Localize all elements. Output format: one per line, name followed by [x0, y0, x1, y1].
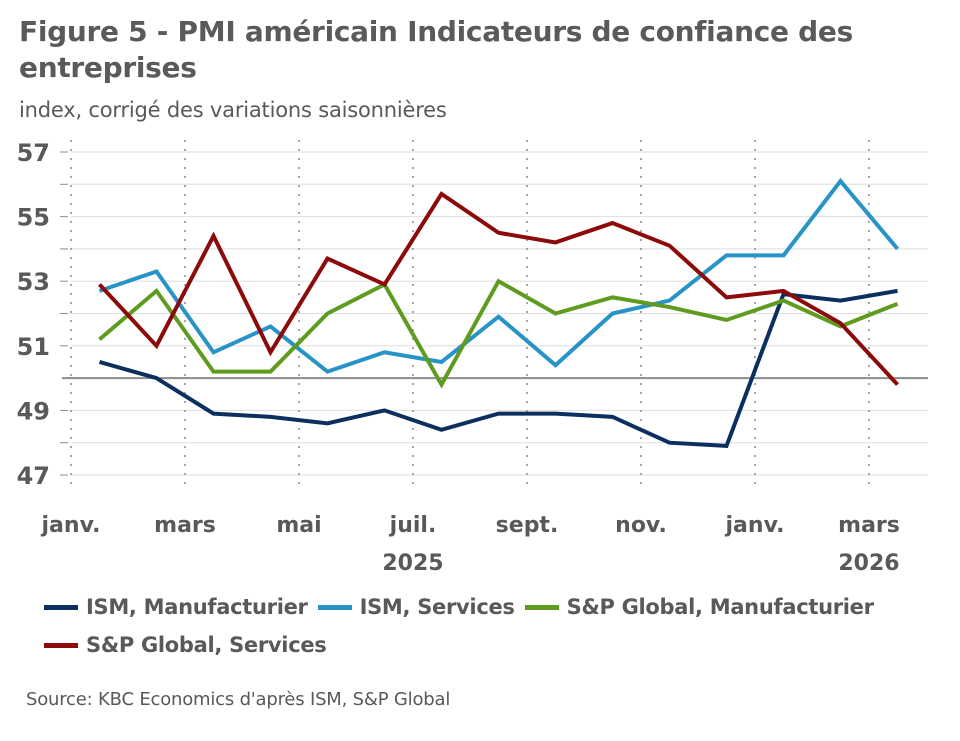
x-axis-ticks: janv. mars mai juil. sept. nov. janv. mars 2025 2…	[41, 513, 900, 576]
x-tick-label: juil.	[389, 513, 437, 538]
month-separators	[70, 140, 870, 490]
legend-label: ISM, Services	[359, 595, 515, 619]
y-tick-label: 51	[17, 333, 50, 361]
x-tick-label: mars	[838, 513, 900, 538]
y-axis-ticks: 57 55 53 51 49 47	[17, 139, 50, 490]
legend-item: S&P Global, Services	[44, 626, 327, 664]
x-tick-label: janv.	[41, 513, 101, 538]
legend-swatch	[317, 604, 352, 610]
legend-swatch	[44, 604, 78, 610]
legend-item: ISM, Services	[317, 588, 515, 626]
legend-item: ISM, Manufacturier	[44, 588, 308, 626]
x-tick-label: janv.	[725, 513, 785, 538]
x-year-label: 2026	[838, 551, 899, 576]
x-tick-label: mars	[154, 513, 216, 538]
legend-swatch	[44, 642, 78, 648]
y-tick-label: 49	[17, 397, 50, 425]
series-line-s-p-global-manufacturier	[98, 278, 899, 389]
series-lines	[98, 177, 900, 449]
x-year-label: 2025	[382, 551, 443, 576]
chart-subtitle: index, corrigé des variations saisonnièr…	[19, 98, 447, 122]
legend: ISM, Manufacturier ISM, Services S&P Globa…	[44, 588, 944, 664]
chart-title: Figure 5 - PMI américain Indicateurs de …	[19, 15, 853, 84]
gridlines	[60, 151, 928, 476]
series-line-ism-manufacturier	[98, 288, 898, 449]
legend-label: S&P Global, Services	[86, 633, 327, 657]
y-tick-label: 47	[17, 462, 50, 490]
legend-item: S&P Global, Manufacturier	[524, 588, 874, 626]
x-tick-label: mai	[276, 513, 321, 538]
series-line-ism-services	[98, 177, 900, 374]
source-note: Source: KBC Economics d'après ISM, S&P G…	[26, 689, 451, 710]
y-tick-label: 55	[17, 204, 50, 232]
legend-label: S&P Global, Manufacturier	[566, 595, 874, 619]
y-tick-label: 57	[17, 139, 50, 167]
series-line-s-p-global-services	[98, 191, 899, 386]
legend-label: ISM, Manufacturier	[86, 595, 308, 619]
legend-swatch	[524, 604, 559, 610]
x-tick-label: nov.	[615, 513, 667, 538]
x-tick-label: sept.	[496, 513, 559, 538]
y-tick-label: 53	[17, 268, 50, 296]
